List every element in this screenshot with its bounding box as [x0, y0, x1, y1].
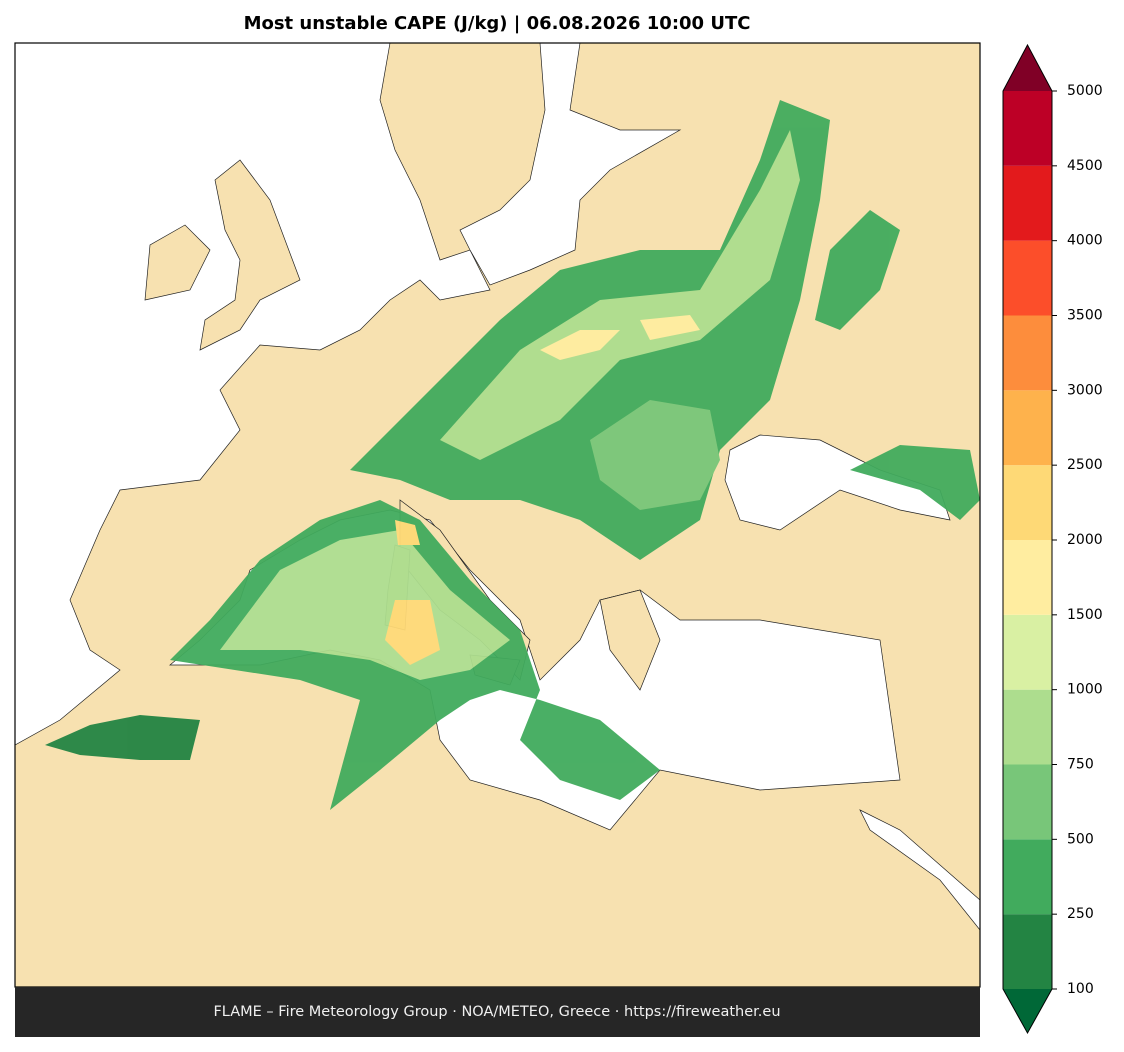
colorbar-box: [1003, 914, 1052, 989]
colorbar-tick-label: 1500: [1067, 607, 1103, 623]
cape-area: [850, 445, 980, 520]
cape-area: [385, 600, 440, 665]
colorbar-box: [1003, 390, 1052, 466]
great-britain: [199, 159, 301, 351]
colorbar-box: [1003, 465, 1052, 540]
colorbar-over: [1003, 45, 1052, 91]
colorbar-box: [1003, 91, 1052, 166]
colorbar-tick-label: 100: [1067, 981, 1094, 997]
colorbar-box: [1003, 764, 1052, 840]
colorbar-box: [1003, 540, 1052, 615]
colorbar-box: [1003, 165, 1052, 241]
colorbar-tick-label: 750: [1067, 757, 1094, 773]
ireland: [144, 224, 211, 301]
colorbar-tick-label: 500: [1067, 831, 1094, 847]
colorbar-box: [1003, 315, 1052, 391]
cape-area: [590, 400, 720, 510]
cape-field: [45, 100, 980, 810]
cape-area: [395, 520, 420, 545]
colorbar-tick-label: 4000: [1067, 233, 1103, 249]
colorbar-tick-label: 3000: [1067, 382, 1103, 398]
colorbar-tick-label: 250: [1067, 906, 1094, 922]
colorbar-tick-label: 5000: [1067, 83, 1103, 99]
cape-area: [540, 330, 620, 360]
cape-area: [815, 210, 900, 330]
colorbar-under: [1003, 989, 1052, 1033]
cape-area: [640, 315, 700, 340]
colorbar-box: [1003, 614, 1052, 690]
cape-area: [45, 715, 200, 760]
greece: [599, 589, 661, 691]
colorbar: 100 250 500 750 1000 1500 2000 2500 3000 3500 4000…: [1002, 43, 1103, 1035]
colorbar-tick-label: 2000: [1067, 532, 1103, 548]
footer-text: FLAME – Fire Meteorology Group · NOA/MET…: [213, 1004, 780, 1020]
colorbar-box: [1003, 839, 1052, 915]
map: [14, 42, 981, 988]
map-title: Most unstable CAPE (J/kg) | 06.08.2026 1…: [244, 13, 751, 34]
colorbar-box: [1003, 240, 1052, 316]
colorbar-tick-label: 2500: [1067, 457, 1103, 473]
atlantic: [14, 42, 491, 746]
colorbar-box: [1003, 689, 1052, 765]
footer-bar: [15, 987, 980, 1037]
colorbar-tick-label: 3500: [1067, 308, 1103, 324]
baltic: [459, 42, 682, 286]
cape-area: [440, 130, 800, 460]
colorbar-tick-label: 4500: [1067, 158, 1103, 174]
black-sea: [724, 434, 951, 531]
colorbar-tick-label: 1000: [1067, 682, 1103, 698]
